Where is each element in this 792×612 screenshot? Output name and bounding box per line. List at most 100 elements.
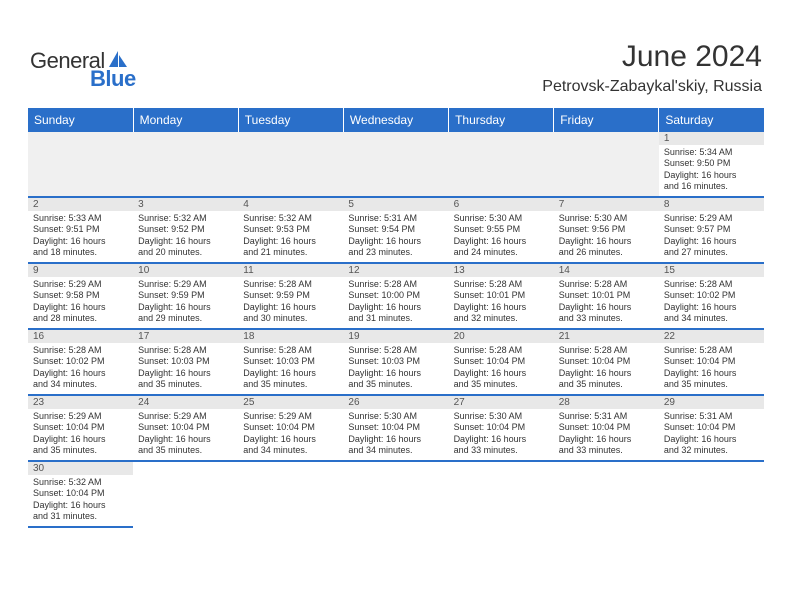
cell-text: and 29 minutes.	[138, 313, 233, 324]
cell-text: Daylight: 16 hours	[138, 236, 233, 247]
cell-text: Sunset: 10:01 PM	[559, 290, 654, 301]
cell-text: Daylight: 16 hours	[454, 368, 549, 379]
day-number: 24	[133, 396, 238, 409]
day-number: 22	[659, 330, 764, 343]
cell-text: Daylight: 16 hours	[348, 302, 443, 313]
calendar-cell: 28Sunrise: 5:31 AMSunset: 10:04 PMDaylig…	[554, 395, 659, 461]
cell-text: Daylight: 16 hours	[664, 170, 759, 181]
month-year-title: June 2024	[542, 40, 762, 74]
cell-text: Sunset: 10:02 PM	[33, 356, 128, 367]
cell-text: Sunset: 9:53 PM	[243, 224, 338, 235]
cell-text: Sunset: 10:01 PM	[454, 290, 549, 301]
cell-text: Daylight: 16 hours	[559, 434, 654, 445]
cell-text: Daylight: 16 hours	[243, 368, 338, 379]
day-header: Friday	[554, 108, 659, 132]
cell-text: Sunrise: 5:33 AM	[33, 213, 128, 224]
cell-text: and 35 minutes.	[243, 379, 338, 390]
calendar-cell	[554, 132, 659, 197]
cell-text: Sunrise: 5:28 AM	[138, 345, 233, 356]
cell-text: and 35 minutes.	[454, 379, 549, 390]
cell-text: and 21 minutes.	[243, 247, 338, 258]
cell-text: Sunset: 9:59 PM	[243, 290, 338, 301]
cell-text: Sunset: 10:04 PM	[138, 422, 233, 433]
cell-text: Daylight: 16 hours	[243, 236, 338, 247]
calendar-cell: 9Sunrise: 5:29 AMSunset: 9:58 PMDaylight…	[28, 263, 133, 329]
cell-text: Sunrise: 5:29 AM	[243, 411, 338, 422]
calendar-cell: 12Sunrise: 5:28 AMSunset: 10:00 PMDaylig…	[343, 263, 448, 329]
calendar-cell	[343, 461, 448, 527]
calendar-cell	[133, 461, 238, 527]
calendar-cell: 21Sunrise: 5:28 AMSunset: 10:04 PMDaylig…	[554, 329, 659, 395]
cell-text: and 34 minutes.	[33, 379, 128, 390]
day-header-row: Sunday Monday Tuesday Wednesday Thursday…	[28, 108, 764, 132]
cell-text: Daylight: 16 hours	[33, 368, 128, 379]
cell-text: Daylight: 16 hours	[348, 368, 443, 379]
cell-text: Daylight: 16 hours	[138, 434, 233, 445]
calendar-cell: 30Sunrise: 5:32 AMSunset: 10:04 PMDaylig…	[28, 461, 133, 527]
logo: General Blue	[30, 48, 129, 74]
day-number: 17	[133, 330, 238, 343]
cell-text: Sunrise: 5:29 AM	[33, 411, 128, 422]
calendar-cell	[133, 132, 238, 197]
cell-text: and 32 minutes.	[664, 445, 759, 456]
cell-text: Daylight: 16 hours	[664, 236, 759, 247]
cell-text: Daylight: 16 hours	[348, 434, 443, 445]
calendar-row: 9Sunrise: 5:29 AMSunset: 9:58 PMDaylight…	[28, 263, 764, 329]
cell-text: Sunrise: 5:28 AM	[33, 345, 128, 356]
cell-text: Sunset: 10:04 PM	[664, 356, 759, 367]
calendar-cell	[238, 461, 343, 527]
cell-text: Sunrise: 5:31 AM	[664, 411, 759, 422]
cell-text: and 35 minutes.	[33, 445, 128, 456]
cell-text: Sunset: 9:59 PM	[138, 290, 233, 301]
cell-text: and 35 minutes.	[559, 379, 654, 390]
cell-text: Sunrise: 5:30 AM	[454, 213, 549, 224]
day-number: 28	[554, 396, 659, 409]
day-number: 3	[133, 198, 238, 211]
cell-text: Sunrise: 5:31 AM	[559, 411, 654, 422]
cell-text: Sunrise: 5:28 AM	[664, 279, 759, 290]
cell-text: Sunset: 10:04 PM	[33, 488, 128, 499]
cell-text: Daylight: 16 hours	[559, 302, 654, 313]
calendar-cell	[343, 132, 448, 197]
cell-text: Sunrise: 5:30 AM	[348, 411, 443, 422]
cell-text: Daylight: 16 hours	[33, 236, 128, 247]
location-subtitle: Petrovsk-Zabaykal'skiy, Russia	[542, 78, 762, 96]
calendar-cell: 13Sunrise: 5:28 AMSunset: 10:01 PMDaylig…	[449, 263, 554, 329]
day-number: 23	[28, 396, 133, 409]
cell-text: and 34 minutes.	[243, 445, 338, 456]
cell-text: and 27 minutes.	[664, 247, 759, 258]
cell-text: and 34 minutes.	[348, 445, 443, 456]
calendar-cell: 15Sunrise: 5:28 AMSunset: 10:02 PMDaylig…	[659, 263, 764, 329]
calendar-cell: 22Sunrise: 5:28 AMSunset: 10:04 PMDaylig…	[659, 329, 764, 395]
day-number: 1	[659, 132, 764, 145]
cell-text: Sunrise: 5:34 AM	[664, 147, 759, 158]
day-number: 30	[28, 462, 133, 475]
cell-text: Sunset: 9:58 PM	[33, 290, 128, 301]
cell-text: Sunrise: 5:29 AM	[138, 279, 233, 290]
day-number: 29	[659, 396, 764, 409]
calendar-cell: 19Sunrise: 5:28 AMSunset: 10:03 PMDaylig…	[343, 329, 448, 395]
day-number: 5	[343, 198, 448, 211]
cell-text: Daylight: 16 hours	[33, 434, 128, 445]
calendar-cell: 2Sunrise: 5:33 AMSunset: 9:51 PMDaylight…	[28, 197, 133, 263]
day-header: Tuesday	[238, 108, 343, 132]
cell-text: Daylight: 16 hours	[664, 302, 759, 313]
cell-text: and 16 minutes.	[664, 181, 759, 192]
calendar-cell: 4Sunrise: 5:32 AMSunset: 9:53 PMDaylight…	[238, 197, 343, 263]
calendar-cell: 16 Sunrise: 5:28 AMSunset: 10:02 PMDaylig…	[28, 329, 133, 395]
cell-text: Sunset: 9:57 PM	[664, 224, 759, 235]
calendar-cell: 29Sunrise: 5:31 AMSunset: 10:04 PMDaylig…	[659, 395, 764, 461]
day-number: 16	[28, 330, 133, 343]
day-number: 12	[343, 264, 448, 277]
cell-text: Sunset: 10:04 PM	[664, 422, 759, 433]
cell-text: Sunrise: 5:28 AM	[559, 345, 654, 356]
header: June 2024 Petrovsk-Zabaykal'skiy, Russia	[542, 40, 762, 96]
calendar-cell: 10Sunrise: 5:29 AMSunset: 9:59 PMDayligh…	[133, 263, 238, 329]
day-number: 7	[554, 198, 659, 211]
day-number: 8	[659, 198, 764, 211]
day-header: Monday	[133, 108, 238, 132]
cell-text: Daylight: 16 hours	[664, 368, 759, 379]
calendar-cell	[449, 461, 554, 527]
calendar-row: 2Sunrise: 5:33 AMSunset: 9:51 PMDaylight…	[28, 197, 764, 263]
cell-text: Sunset: 10:03 PM	[348, 356, 443, 367]
